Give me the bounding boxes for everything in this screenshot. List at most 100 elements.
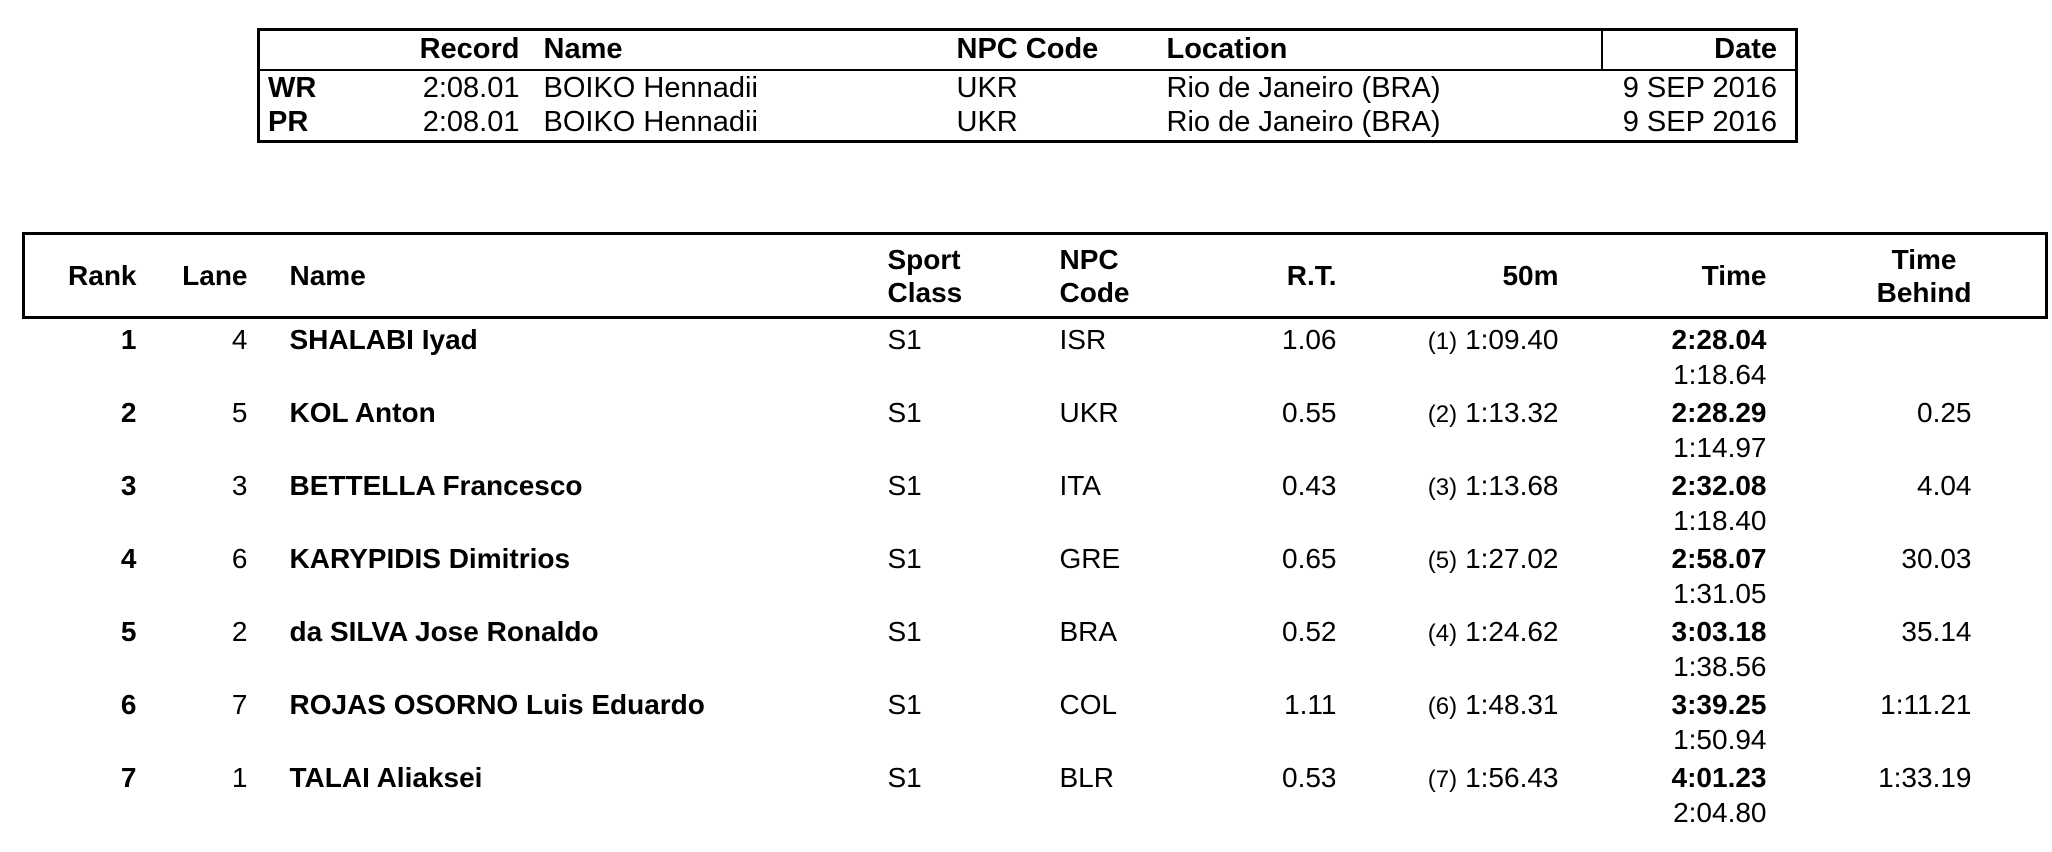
- result-row: 7 1 TALAI Aliaksei S1 BLR 0.53 (7) 1:56.4…: [24, 757, 2047, 830]
- split-50m-time: 1:13.68: [1465, 470, 1559, 501]
- athlete-name: BETTELLA Francesco: [289, 470, 583, 501]
- results-header-time-behind: Time Behind: [1766, 232, 1972, 319]
- split-50m-time: 1:27.02: [1465, 543, 1559, 574]
- rank-value: 6: [120, 689, 137, 720]
- split-50m-cell: (5) 1:27.02: [1337, 538, 1559, 611]
- final-time: 2:28.29: [1671, 397, 1767, 428]
- records-header-location: Location: [1166, 29, 1602, 71]
- row-spacer: [1972, 318, 2047, 393]
- records-header-row: Record Name NPC Code Location Date: [258, 29, 1797, 71]
- athlete-name: KOL Anton: [289, 397, 436, 428]
- npc-code-value: COL: [1059, 689, 1118, 720]
- records-header-record: Record: [363, 29, 520, 71]
- record-location: Rio de Janeiro (BRA): [1166, 71, 1441, 104]
- result-row: 2 5 KOL Anton S1 UKR 0.55 (2) 1:13.32 2:2…: [24, 392, 2047, 465]
- results-table: Rank Lane Name Sport Class NPC Code R.T.…: [22, 232, 2048, 830]
- rank-value: 1: [120, 324, 137, 355]
- second-split-time: 1:14.97: [1673, 432, 1767, 463]
- second-split-time: 1:18.40: [1673, 505, 1767, 536]
- athlete-name: ROJAS OSORNO Luis Eduardo: [289, 689, 705, 720]
- reaction-time-value: 0.52: [1282, 616, 1337, 647]
- time-cell: 3:39.25 1:50.94: [1559, 684, 1767, 757]
- time-behind-value: [1767, 318, 1972, 393]
- record-time: 2:08.01: [422, 106, 520, 139]
- sport-class-value: S1: [887, 470, 922, 501]
- lane-value: 2: [231, 616, 248, 647]
- split-50m-time: 1:13.32: [1465, 397, 1559, 428]
- time-cell: 2:58.07 1:31.05: [1559, 538, 1767, 611]
- athlete-name: SHALABI Iyad: [289, 324, 478, 355]
- record-type: PR: [268, 106, 309, 139]
- results-header-time: Time: [1558, 232, 1767, 319]
- row-spacer: [1972, 684, 2047, 757]
- npc-code-value: ITA: [1059, 470, 1101, 501]
- record-date: 9 SEP 2016: [1622, 71, 1777, 104]
- lane-value: 6: [231, 543, 248, 574]
- results-header-rank: Rank: [22, 232, 137, 319]
- reaction-time-value: 0.53: [1282, 762, 1337, 793]
- final-time: 3:03.18: [1671, 616, 1767, 647]
- time-cell: 2:28.29 1:14.97: [1559, 392, 1767, 465]
- split-50m-cell: (4) 1:24.62: [1337, 611, 1559, 684]
- results-header-sport-class: Sport Class: [887, 232, 1060, 319]
- results-header-name: Name: [247, 232, 888, 319]
- records-header-type-spacer: [258, 29, 364, 71]
- rank-value: 2: [120, 397, 137, 428]
- records-table-container: Record Name NPC Code Location Date WR 2:…: [257, 28, 1798, 143]
- npc-code-value: GRE: [1059, 543, 1121, 574]
- time-behind-value: 4.04: [1917, 470, 1972, 501]
- results-table-container: Rank Lane Name Sport Class NPC Code R.T.…: [22, 232, 2048, 830]
- split-50m-time: 1:48.31: [1465, 689, 1559, 720]
- rank-value: 3: [120, 470, 137, 501]
- sport-class-value: S1: [887, 543, 922, 574]
- split-50m-time: 1:09.40: [1465, 324, 1559, 355]
- athlete-name: TALAI Aliaksei: [289, 762, 483, 793]
- result-row: 3 3 BETTELLA Francesco S1 ITA 0.43 (3) 1:…: [24, 465, 2047, 538]
- reaction-time-value: 0.65: [1282, 543, 1337, 574]
- sport-class-value: S1: [887, 324, 922, 355]
- record-row-wr: WR 2:08.01 BOIKO Hennadii UKR Rio de Jan…: [259, 70, 1797, 106]
- reaction-time-value: 0.55: [1282, 397, 1337, 428]
- split-50m-time: 1:56.43: [1465, 762, 1559, 793]
- sport-class-value: S1: [887, 762, 922, 793]
- npc-code-value: UKR: [1059, 397, 1119, 428]
- result-row: 4 6 KARYPIDIS Dimitrios S1 GRE 0.65 (5) 1…: [24, 538, 2047, 611]
- records-header-name: Name: [519, 29, 957, 71]
- record-holder-name: BOIKO Hennadii: [543, 71, 758, 104]
- record-time: 2:08.01: [422, 71, 520, 104]
- row-spacer: [1972, 392, 2047, 465]
- results-header-spacer: [1971, 232, 2048, 319]
- split-50m-place: (4): [1427, 620, 1458, 647]
- split-50m-cell: (2) 1:13.32: [1337, 392, 1559, 465]
- npc-code-value: BRA: [1059, 616, 1118, 647]
- final-time: 4:01.23: [1671, 762, 1767, 793]
- record-npc-code: UKR: [956, 71, 1018, 104]
- split-50m-cell: (6) 1:48.31: [1337, 684, 1559, 757]
- results-header-npc-code: NPC Code: [1059, 232, 1224, 319]
- split-50m-cell: (7) 1:56.43: [1337, 757, 1559, 830]
- time-cell: 2:28.04 1:18.64: [1559, 318, 1767, 393]
- reaction-time-value: 0.43: [1282, 470, 1337, 501]
- npc-code-value: ISR: [1059, 324, 1107, 355]
- second-split-time: 1:18.64: [1673, 359, 1767, 390]
- split-50m-place: (6): [1427, 693, 1458, 720]
- split-50m-time: 1:24.62: [1465, 616, 1559, 647]
- row-spacer: [1972, 538, 2047, 611]
- results-header-rt: R.T.: [1223, 232, 1337, 319]
- results-header-lane: Lane: [136, 232, 248, 319]
- record-holder-name: BOIKO Hennadii: [543, 106, 758, 139]
- record-location: Rio de Janeiro (BRA): [1166, 106, 1441, 139]
- split-50m-place: (1): [1427, 328, 1458, 355]
- second-split-time: 1:50.94: [1673, 724, 1767, 755]
- split-50m-cell: (3) 1:13.68: [1337, 465, 1559, 538]
- final-time: 2:28.04: [1671, 324, 1767, 355]
- results-header-row: Rank Lane Name Sport Class NPC Code R.T.…: [22, 232, 2048, 319]
- sport-class-value: S1: [887, 616, 922, 647]
- second-split-time: 1:31.05: [1673, 578, 1767, 609]
- results-header-50m: 50m: [1336, 232, 1559, 319]
- rank-value: 4: [120, 543, 137, 574]
- split-50m-place: (5): [1427, 547, 1458, 574]
- split-50m-place: (2): [1427, 401, 1458, 428]
- second-split-time: 2:04.80: [1673, 797, 1767, 828]
- sport-class-value: S1: [887, 689, 922, 720]
